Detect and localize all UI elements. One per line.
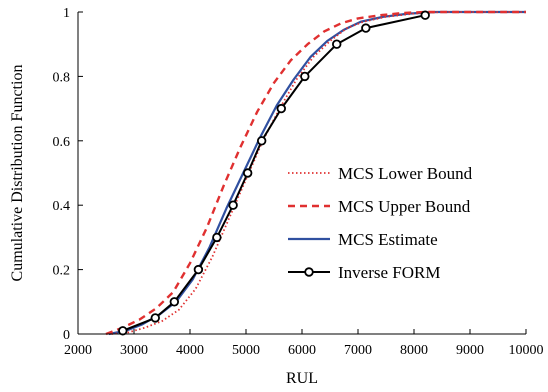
plot-lines: [105, 10, 526, 336]
y-tick-label: 0.2: [53, 264, 71, 279]
y-tick-label: 0.6: [53, 135, 71, 150]
data-point: [300, 71, 310, 82]
data-point: [256, 136, 267, 146]
y-tick-label: 0: [63, 328, 70, 343]
x-tick-label: 6000: [288, 343, 316, 358]
x-tick-label: 5000: [232, 343, 260, 358]
data-point: [420, 10, 430, 20]
x-tick-label: 4000: [176, 343, 204, 358]
x-tick-label: 3000: [120, 343, 148, 358]
data-point: [361, 23, 371, 33]
x-tick-label: 10000: [509, 343, 544, 358]
y-axis-label: Cumulative Distribution Function: [9, 65, 26, 282]
data-point: [150, 313, 160, 323]
series-line-mcs-upper-bound: [105, 10, 526, 336]
ticks: 2000 3000 4000 5000 6000 7000 8000 9000 10000 0 0.…: [53, 6, 544, 358]
data-point: [332, 39, 342, 49]
legend-label: Inverse FORM: [338, 263, 440, 282]
legend-label: MCS Estimate: [338, 230, 438, 249]
data-point: [118, 326, 128, 336]
data-point: [193, 264, 204, 275]
legend-label: MCS Lower Bound: [338, 164, 473, 183]
legend: MCS Lower Bound MCS Upper Bound MCS Estima…: [288, 164, 473, 282]
y-tick-label: 1: [63, 6, 70, 21]
y-tick-label: 0.8: [53, 70, 71, 85]
legend-label: MCS Upper Bound: [338, 197, 471, 216]
data-point: [228, 200, 238, 210]
x-tick-label: 9000: [456, 343, 484, 358]
data-point: [212, 232, 222, 243]
data-point: [169, 297, 180, 307]
y-tick-label: 0.4: [53, 199, 71, 214]
x-axis-label: RUL: [286, 370, 318, 387]
data-point: [242, 168, 253, 178]
x-tick-label: 7000: [344, 343, 372, 358]
legend-marker: [304, 267, 314, 277]
x-tick-label: 2000: [64, 343, 92, 358]
data-point: [276, 103, 286, 114]
x-tick-label: 8000: [400, 343, 428, 358]
